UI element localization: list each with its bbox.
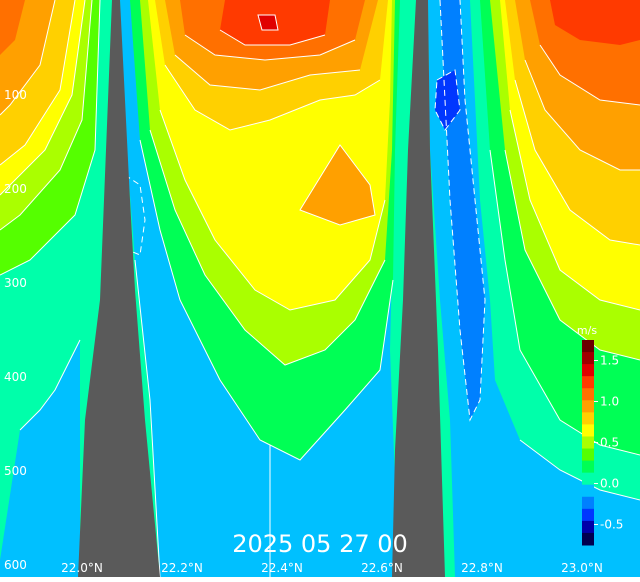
contour-line [504, 149, 640, 361]
colorbar-ticks: -0.5 0.0 0.5 1.0 1.5 [594, 354, 623, 532]
contour-line [184, 34, 356, 61]
colorbar-swatch [582, 412, 594, 425]
depth-tick-label: 300 [4, 276, 27, 290]
contour-line [519, 439, 640, 501]
right-band-red [550, 0, 640, 45]
contour-line [0, 0, 86, 196]
colorbar-swatch [582, 508, 594, 522]
colorbar-swatch [582, 448, 594, 462]
mid-band-core [258, 15, 278, 30]
colorbar-swatch [582, 496, 594, 510]
contour-line [139, 139, 394, 461]
depth-tick-label: 500 [4, 464, 27, 478]
contour-line [219, 29, 326, 46]
colorbar-tick-label: 0.0 [600, 477, 619, 491]
contour-line [134, 259, 161, 578]
latitude-tick-label: 22.4°N [261, 561, 303, 575]
colorbar-swatch [582, 352, 594, 365]
depth-tick-label: 100 [4, 88, 27, 102]
contour-line [539, 44, 640, 106]
colorbar-unit-label: m/s [577, 324, 597, 337]
left-band-cyan [0, 340, 80, 577]
colorbar-swatch [582, 460, 594, 474]
colorbar: m/s -0.5 0.0 0.5 1.0 1.5 [577, 324, 623, 546]
negative-contours [124, 0, 486, 422]
colorbar-tick-label: 1.5 [600, 354, 619, 368]
latitude-axis-labels: 22.0°N 22.2°N 22.4°N 22.6°N 22.8°N 23.0°N [61, 561, 603, 575]
colorbar-tick-label: 0.5 [600, 436, 619, 450]
contour-line [299, 144, 376, 226]
left-band-darkorange [0, 0, 25, 55]
colorbar-swatches [582, 340, 594, 546]
depth-tick-label: 200 [4, 182, 27, 196]
colorbar-swatch [582, 532, 594, 546]
latitude-tick-label: 23.0°N [561, 561, 603, 575]
depth-tick-label: 600 [4, 558, 27, 572]
contour-line [149, 129, 386, 366]
mid-band-orange-blob [300, 145, 375, 225]
contour-line-dashed [434, 69, 461, 131]
right-band-lightblue [428, 0, 640, 577]
colorbar-swatch [582, 364, 594, 377]
latitude-tick-label: 22.0°N [61, 561, 103, 575]
contour-line [19, 339, 81, 431]
colorbar-swatch [582, 340, 594, 353]
right-band-deepblue [435, 70, 460, 130]
timestamp-label: 2025 05 27 00 [232, 530, 408, 558]
contour-line [509, 109, 640, 311]
land-mask-right [392, 0, 445, 577]
depth-tick-label: 400 [4, 370, 27, 384]
colorbar-swatch [582, 388, 594, 401]
contour-line [489, 149, 640, 456]
colorbar-swatch [582, 400, 594, 413]
depth-axis-labels: 100 200 300 400 500 600 [4, 88, 27, 572]
colorbar-swatch [582, 484, 594, 498]
contour-line [0, 0, 56, 116]
colorbar-tick-label: 1.0 [600, 395, 619, 409]
contour-line-dashed [439, 0, 486, 422]
latitude-tick-label: 22.6°N [361, 561, 403, 575]
colorbar-tick-label: -0.5 [600, 518, 623, 532]
contour-line [159, 109, 386, 311]
latitude-tick-label: 22.8°N [461, 561, 503, 575]
latitude-tick-label: 22.2°N [161, 561, 203, 575]
contour-line [0, 0, 101, 276]
contour-line [514, 79, 640, 246]
colorbar-swatch [582, 472, 594, 486]
contour-line [257, 14, 279, 31]
contour-line [164, 64, 381, 131]
contour-line [524, 59, 640, 171]
contour-line [0, 0, 93, 231]
colorbar-swatch [582, 376, 594, 389]
colorbar-swatch [582, 424, 594, 437]
contour-line [0, 0, 76, 166]
contour-line [174, 54, 361, 91]
contour-line-dashed [124, 174, 146, 256]
colorbar-swatch [582, 520, 594, 534]
land-mask-left [78, 0, 160, 577]
colorbar-swatch [582, 436, 594, 450]
